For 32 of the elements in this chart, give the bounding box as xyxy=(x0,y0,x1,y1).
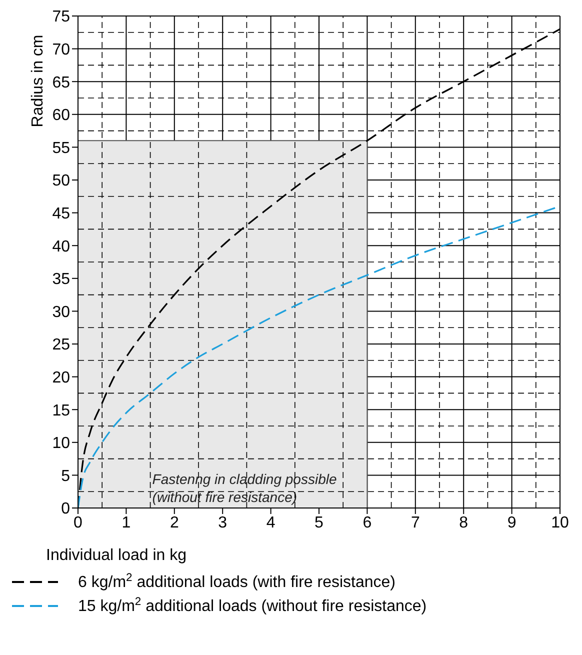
x-tick-label: 3 xyxy=(218,514,228,532)
y-tick-label: 35 xyxy=(52,271,70,288)
x-tick-label: 4 xyxy=(266,514,276,532)
x-tick-label: 7 xyxy=(410,514,420,532)
x-tick-label: 2 xyxy=(170,514,179,532)
x-tick-label: 9 xyxy=(507,514,516,532)
x-tick-label: 5 xyxy=(314,514,324,532)
y-tick-label: 15 xyxy=(52,402,70,420)
y-tick-label: 25 xyxy=(52,336,70,354)
y-tick-label: 30 xyxy=(52,304,70,321)
y-tick-label: 10 xyxy=(52,435,70,452)
y-tick-label: 40 xyxy=(52,238,70,256)
legend-label: 15 kg/m$^{2}$ additional loads (without fire resistance) xyxy=(78,596,427,615)
x-tick-label: 0 xyxy=(74,514,83,532)
y-tick-label: 45 xyxy=(52,205,70,222)
y-tick-label: 75 xyxy=(52,8,70,26)
x-tick-label: 8 xyxy=(459,514,468,532)
legend-label: 6 kg/m$^{2}$ additional loads (with fire resistance) xyxy=(78,572,396,591)
x-tick-label: 1 xyxy=(122,514,131,532)
y-tick-label: 0 xyxy=(61,500,70,518)
y-tick-label: 55 xyxy=(52,140,70,157)
x-axis-title: Individual load in kg xyxy=(46,547,187,564)
x-tick-label: 6 xyxy=(362,514,372,532)
y-axis-title: Radius in cm xyxy=(29,34,46,128)
y-tick-label: 20 xyxy=(52,369,70,386)
y-tick-label: 65 xyxy=(52,74,70,92)
y-tick-label: 60 xyxy=(52,107,70,124)
y-tick-label: 70 xyxy=(52,41,70,58)
y-tick-label: 50 xyxy=(52,172,70,190)
band-label: Fastenng in cladding possible (without fire resistance) xyxy=(152,471,337,505)
y-tick-label: 5 xyxy=(61,468,70,485)
x-tick-label: 10 xyxy=(551,514,569,532)
